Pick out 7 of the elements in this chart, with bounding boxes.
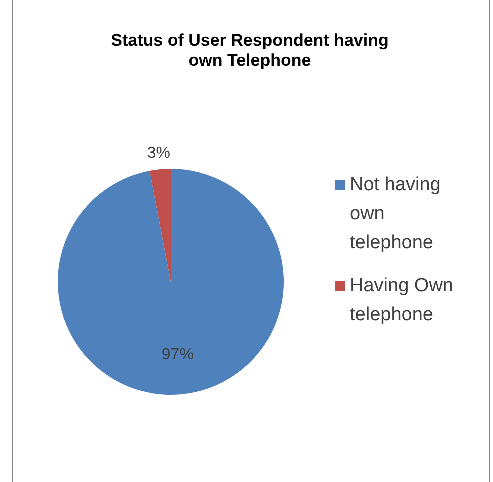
legend-label: Not having own telephone: [350, 174, 441, 254]
pie-slice: [150, 169, 171, 282]
chart-title: Status of User Respondent having own Telephone: [111, 31, 389, 70]
data-label: 3%: [147, 145, 170, 162]
legend-label: Having Own telephone: [350, 276, 454, 326]
data-label: 97%: [162, 346, 194, 364]
pie-slice: [58, 169, 284, 395]
